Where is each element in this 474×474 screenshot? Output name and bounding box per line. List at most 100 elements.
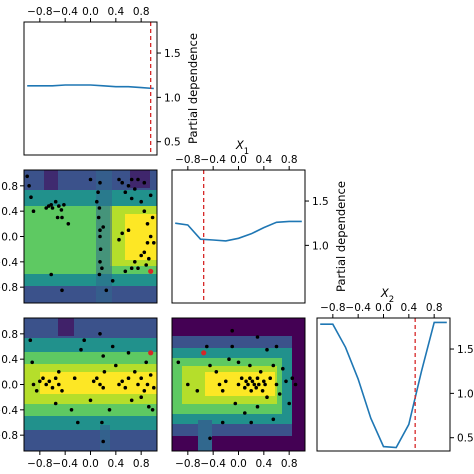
sample-point [129, 177, 134, 182]
sample-point [95, 376, 99, 381]
y-tick-label: 1.0 [164, 92, 181, 104]
sample-point [254, 385, 258, 390]
sample-point [79, 347, 83, 352]
sample-point [150, 215, 155, 220]
x-tick-label: 0.0 [375, 302, 392, 314]
sample-point [152, 241, 156, 245]
sample-point [139, 395, 143, 400]
sample-point [60, 215, 64, 220]
x-tick-label: 0.8 [133, 6, 150, 18]
sample-point [53, 401, 58, 406]
sample-point [95, 199, 99, 204]
sample-point [277, 392, 282, 396]
minimum-point [148, 268, 154, 274]
y-tick-label: 1.0 [312, 240, 329, 252]
sample-point [147, 256, 151, 261]
sample-point [271, 417, 276, 422]
x-tick-label: 0.8 [281, 458, 298, 470]
sample-point [98, 234, 102, 239]
x-tick-label: −0.8 [27, 458, 53, 470]
x-tick-label: 0.8 [426, 302, 443, 314]
sample-point [102, 370, 107, 374]
sample-point [220, 420, 225, 425]
sample-point [98, 260, 102, 264]
contour-panel-x1-x2: −0.8 −0.4 0.0 0.4 0.8 [171, 317, 306, 470]
y-tick-label: 0.4 [1, 354, 18, 366]
sample-point [263, 382, 267, 387]
sample-point [59, 208, 64, 212]
axes-frame [171, 169, 306, 304]
sample-point [250, 379, 255, 384]
sample-point [88, 177, 93, 182]
sample-point [136, 266, 140, 271]
sample-point [142, 180, 147, 185]
sample-point [208, 436, 212, 441]
x-tick-label: 0.0 [82, 6, 99, 18]
sample-point [28, 338, 33, 343]
sample-point [148, 234, 153, 239]
sample-point [233, 401, 238, 406]
sample-point [284, 379, 288, 384]
sample-point [274, 344, 279, 349]
sample-point [76, 420, 80, 425]
sample-point [255, 404, 260, 409]
contour-band [40, 372, 157, 394]
sample-point [148, 373, 153, 377]
axis-title-text: X [235, 138, 245, 152]
sample-point [97, 272, 102, 277]
x-tick-label: −0.4 [200, 458, 226, 470]
contour-band [292, 330, 305, 451]
sample-point [60, 389, 64, 393]
sample-point [60, 288, 64, 293]
contour-band [100, 425, 110, 451]
y-tick-label: 0.4 [1, 206, 18, 218]
sample-point [224, 379, 228, 384]
sample-point [133, 260, 137, 264]
sample-point [34, 389, 39, 393]
sample-point [133, 187, 137, 191]
x-tick-label: 0.8 [281, 154, 298, 166]
sample-point [126, 351, 131, 355]
sample-point [227, 357, 231, 362]
sample-point [100, 420, 104, 425]
sample-point [290, 376, 295, 381]
sample-point [243, 411, 247, 415]
minimum-point [148, 350, 154, 356]
sample-point [144, 263, 148, 267]
axes-frame [23, 21, 158, 156]
sample-point [293, 382, 298, 387]
sample-point [145, 241, 150, 245]
sample-point [195, 389, 200, 393]
y-tick-label: 0.5 [164, 137, 181, 149]
sample-point [110, 279, 115, 283]
sample-point [255, 376, 260, 381]
y-tick-label: 1.5 [312, 196, 329, 208]
sample-point [91, 379, 96, 384]
sample-point [62, 203, 66, 207]
sample-point [144, 360, 148, 365]
sample-point [252, 382, 257, 387]
sample-point [117, 237, 121, 242]
sample-point [41, 376, 45, 381]
pd-panel-x0: −0.8 −0.4 0.0 0.4 0.8 0.5 1.0 1.5 Partial depend… [23, 6, 200, 156]
sample-point [147, 404, 151, 409]
y-tick-label: −0.4 [0, 257, 18, 269]
y-tick-label: 0.0 [1, 232, 18, 244]
sample-point [271, 363, 276, 368]
sample-point [186, 382, 190, 387]
partial-dependence-line [175, 220, 302, 242]
sample-point [101, 439, 105, 444]
sample-point [107, 408, 112, 412]
sample-point [66, 222, 71, 226]
pd-panel-x2: −0.8 −0.4 0.0 0.4 0.8 0.5 1.0 1.5 X2 [316, 286, 474, 452]
sample-point [53, 199, 58, 204]
sample-point [123, 190, 128, 194]
sample-point [101, 354, 105, 358]
axis-title-subscript: 2 [389, 295, 394, 305]
sample-point [72, 376, 77, 381]
sample-point [31, 209, 36, 213]
sample-point [126, 184, 131, 188]
sample-point [57, 370, 61, 374]
y-tick-label: 0.8 [1, 181, 18, 193]
